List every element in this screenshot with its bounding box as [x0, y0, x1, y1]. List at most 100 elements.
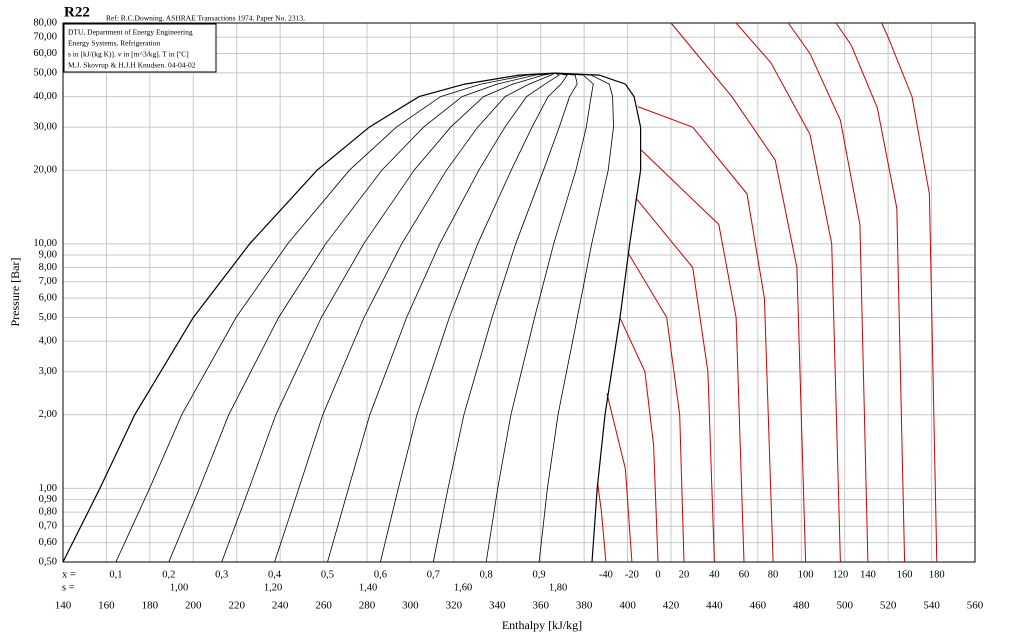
- quality-row-label: x =: [62, 569, 76, 580]
- quality-label: 0,6: [374, 569, 387, 580]
- y-axis-label: Pressure [Bar]: [8, 258, 22, 327]
- x-tick-label: 200: [185, 600, 202, 612]
- y-tick-label: 3,00: [39, 366, 57, 377]
- x-tick-label: 440: [706, 600, 723, 612]
- y-tick-label: 20,00: [33, 165, 57, 176]
- y-tick-label: 30,00: [33, 122, 57, 133]
- subtitle: Ref: R.C.Downing. ASHRAE Transactions 19…: [106, 14, 305, 23]
- y-tick-label: 8,00: [39, 262, 57, 273]
- x-tick-label: 300: [402, 600, 419, 612]
- saturation-line: [554, 72, 642, 563]
- isotherm: [835, 22, 906, 563]
- isotherm-label: 60: [739, 569, 750, 580]
- info-box: [63, 23, 217, 73]
- y-tick-label: 60,00: [33, 48, 57, 59]
- quality-line: [380, 72, 568, 563]
- x-axis-label: Enthalpy [kJ/kg]: [502, 618, 582, 632]
- isotherm-label: 180: [929, 569, 945, 580]
- isotherm-label: 20: [679, 569, 690, 580]
- quality-label: 0,3: [215, 569, 228, 580]
- isotherm-label: 100: [798, 569, 814, 580]
- y-tick-label: 4,00: [39, 336, 57, 347]
- entropy-label: 1,00: [170, 582, 188, 593]
- y-tick-label: 0,60: [39, 537, 57, 548]
- y-tick-label: 0,80: [39, 506, 57, 517]
- quality-label: 0,9: [533, 569, 546, 580]
- y-tick-label: 9,00: [39, 249, 57, 260]
- isotherm: [628, 253, 685, 563]
- quality-label: 0,7: [427, 569, 440, 580]
- isotherm-label: 140: [860, 569, 876, 580]
- isotherm: [735, 22, 841, 563]
- y-tick-label: 2,00: [39, 409, 57, 420]
- x-tick-label: 420: [663, 600, 680, 612]
- quality-line: [274, 72, 556, 563]
- y-tick-label: 0,50: [39, 556, 57, 567]
- entropy-label: 1,20: [264, 582, 282, 593]
- x-tick-label: 560: [967, 600, 984, 612]
- quality-label: 0,2: [162, 569, 175, 580]
- y-tick-label: 70,00: [33, 32, 57, 43]
- y-tick-label: 40,00: [33, 91, 57, 102]
- entropy-row-label: s =: [62, 582, 75, 593]
- x-tick-label: 480: [793, 600, 810, 612]
- x-tick-label: 160: [98, 600, 115, 612]
- x-tick-label: 180: [142, 600, 159, 612]
- y-tick-label: 80,00: [33, 17, 57, 28]
- x-tick-label: 140: [55, 600, 72, 612]
- x-tick-label: 280: [359, 600, 376, 612]
- quality-label: 0,1: [109, 569, 122, 580]
- annotation: M.J. Skovrup & H.J.H Knudsen. 04-04-02: [68, 61, 196, 70]
- isotherm: [606, 393, 633, 563]
- isotherm: [640, 149, 745, 563]
- isotherm: [619, 317, 659, 563]
- quality-line: [538, 72, 614, 563]
- x-tick-label: 540: [923, 600, 940, 612]
- isotherm-label: 80: [768, 569, 779, 580]
- quality-line: [432, 72, 578, 563]
- isotherm: [881, 22, 938, 563]
- x-tick-label: 380: [576, 600, 593, 612]
- x-tick-label: 240: [272, 600, 289, 612]
- annotation: Energy Systems, Refrigeration: [68, 39, 160, 48]
- y-tick-label: 10,00: [33, 238, 57, 249]
- x-tick-label: 260: [315, 600, 332, 612]
- entropy-label: 1,80: [549, 582, 567, 593]
- quality-line: [327, 72, 561, 563]
- isotherm-label: 160: [897, 569, 913, 580]
- entropy-label: 1,40: [359, 582, 377, 593]
- y-tick-label: 1,00: [39, 483, 57, 494]
- isotherm: [637, 106, 774, 563]
- isotherm: [787, 22, 869, 563]
- isotherm-label: 120: [832, 569, 848, 580]
- quality-line: [221, 72, 556, 563]
- quality-label: 0,8: [480, 569, 493, 580]
- y-tick-label: 6,00: [39, 293, 57, 304]
- y-tick-label: 5,00: [39, 312, 57, 323]
- y-tick-label: 7,00: [39, 276, 57, 287]
- x-tick-label: 340: [489, 600, 506, 612]
- chart-title: R22: [64, 4, 90, 20]
- isotherm-label: 40: [709, 569, 720, 580]
- quality-line: [485, 72, 594, 563]
- y-tick-label: 0,70: [39, 521, 57, 532]
- x-tick-label: 520: [880, 600, 897, 612]
- isotherm: [597, 483, 607, 563]
- quality-line: [115, 72, 556, 563]
- isotherm-label: 0: [655, 569, 660, 580]
- y-tick-label: 50,00: [33, 67, 57, 78]
- annotation: DTU, Department of Energy Engineering: [68, 28, 193, 37]
- x-tick-label: 320: [446, 600, 463, 612]
- isotherm-label: -20: [625, 569, 639, 580]
- x-tick-label: 220: [228, 600, 245, 612]
- saturation-line: [62, 72, 556, 563]
- isotherm-label: -40: [599, 569, 613, 580]
- y-tick-label: 0,90: [39, 494, 57, 505]
- plot-frame: [62, 22, 976, 563]
- isotherm: [635, 198, 715, 563]
- quality-line: [168, 72, 556, 563]
- annotation: s in [kJ/(kg K)]. v in [m^3/kg]. T in [º…: [68, 50, 189, 59]
